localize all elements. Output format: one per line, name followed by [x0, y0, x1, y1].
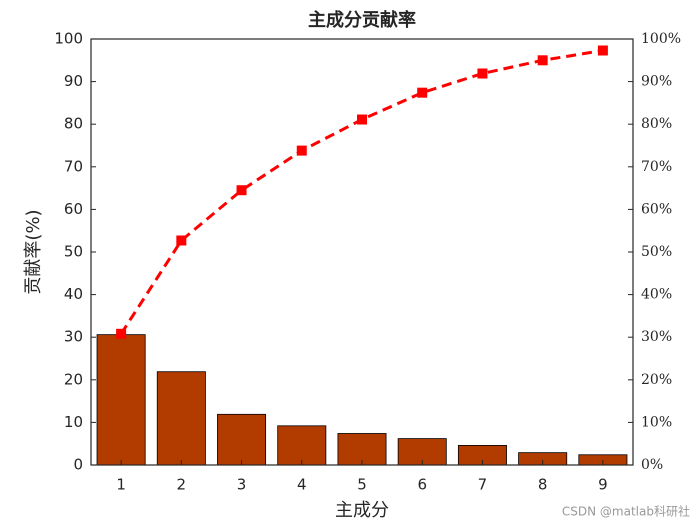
- y2-tick-label: 10%: [641, 414, 672, 430]
- y2-tick-label: 100%: [641, 31, 681, 47]
- x-tick-label: 1: [116, 476, 126, 494]
- y2-tick-label: 0%: [641, 457, 663, 473]
- y-tick-label: 60: [64, 200, 83, 218]
- watermark: CSDN @matlab科研社: [562, 504, 690, 519]
- x-tick-label: 8: [538, 476, 548, 494]
- line-marker: [357, 114, 367, 125]
- bar: [156, 371, 206, 466]
- x-tick-label: 3: [237, 476, 247, 494]
- line-marker: [537, 55, 548, 66]
- chart-title: 主成分贡献率: [308, 9, 416, 31]
- y-tick-label: 80: [64, 115, 83, 133]
- x-tick-label: 2: [177, 476, 187, 494]
- y2-tick-label: 30%: [641, 329, 672, 345]
- bar: [277, 425, 327, 466]
- y-tick-label: 90: [64, 72, 83, 90]
- line-marker: [417, 87, 428, 98]
- x-axis-label: 主成分: [335, 500, 389, 521]
- line-marker: [597, 45, 608, 56]
- x-tick-label: 6: [417, 476, 427, 494]
- x-tick-label: 5: [357, 476, 367, 494]
- x-tick-label: 9: [598, 476, 608, 494]
- y-tick-label: 20: [64, 370, 83, 388]
- y-tick-label: 100: [54, 30, 83, 48]
- bar: [337, 433, 387, 466]
- bar: [96, 334, 146, 466]
- line-marker: [176, 235, 187, 246]
- line-marker: [116, 328, 127, 339]
- x-tick-label: 7: [478, 476, 488, 494]
- y2-tick-label: 70%: [641, 159, 672, 175]
- y2-tick-label: 50%: [641, 244, 672, 260]
- y-tick-label: 30: [64, 328, 83, 346]
- y-tick-label: 10: [64, 413, 83, 431]
- y2-tick-label: 80%: [641, 116, 672, 132]
- y-tick-label: 0: [73, 456, 83, 474]
- x-tick-label: 4: [297, 476, 307, 494]
- y-axis-label: 贡献率(%): [23, 209, 44, 294]
- y-tick-label: 50: [64, 243, 83, 261]
- y2-tick-label: 20%: [641, 372, 672, 388]
- y2-tick-label: 60%: [641, 201, 672, 217]
- y2-tick-label: 40%: [641, 287, 672, 303]
- cumulative-line: [119, 49, 604, 335]
- line-marker: [477, 68, 488, 79]
- line-marker: [236, 185, 247, 196]
- y-tick-label: 40: [64, 285, 83, 303]
- y2-tick-label: 90%: [641, 74, 672, 90]
- line-marker: [296, 145, 307, 156]
- bar: [217, 413, 267, 466]
- y-tick-label: 70: [64, 157, 83, 175]
